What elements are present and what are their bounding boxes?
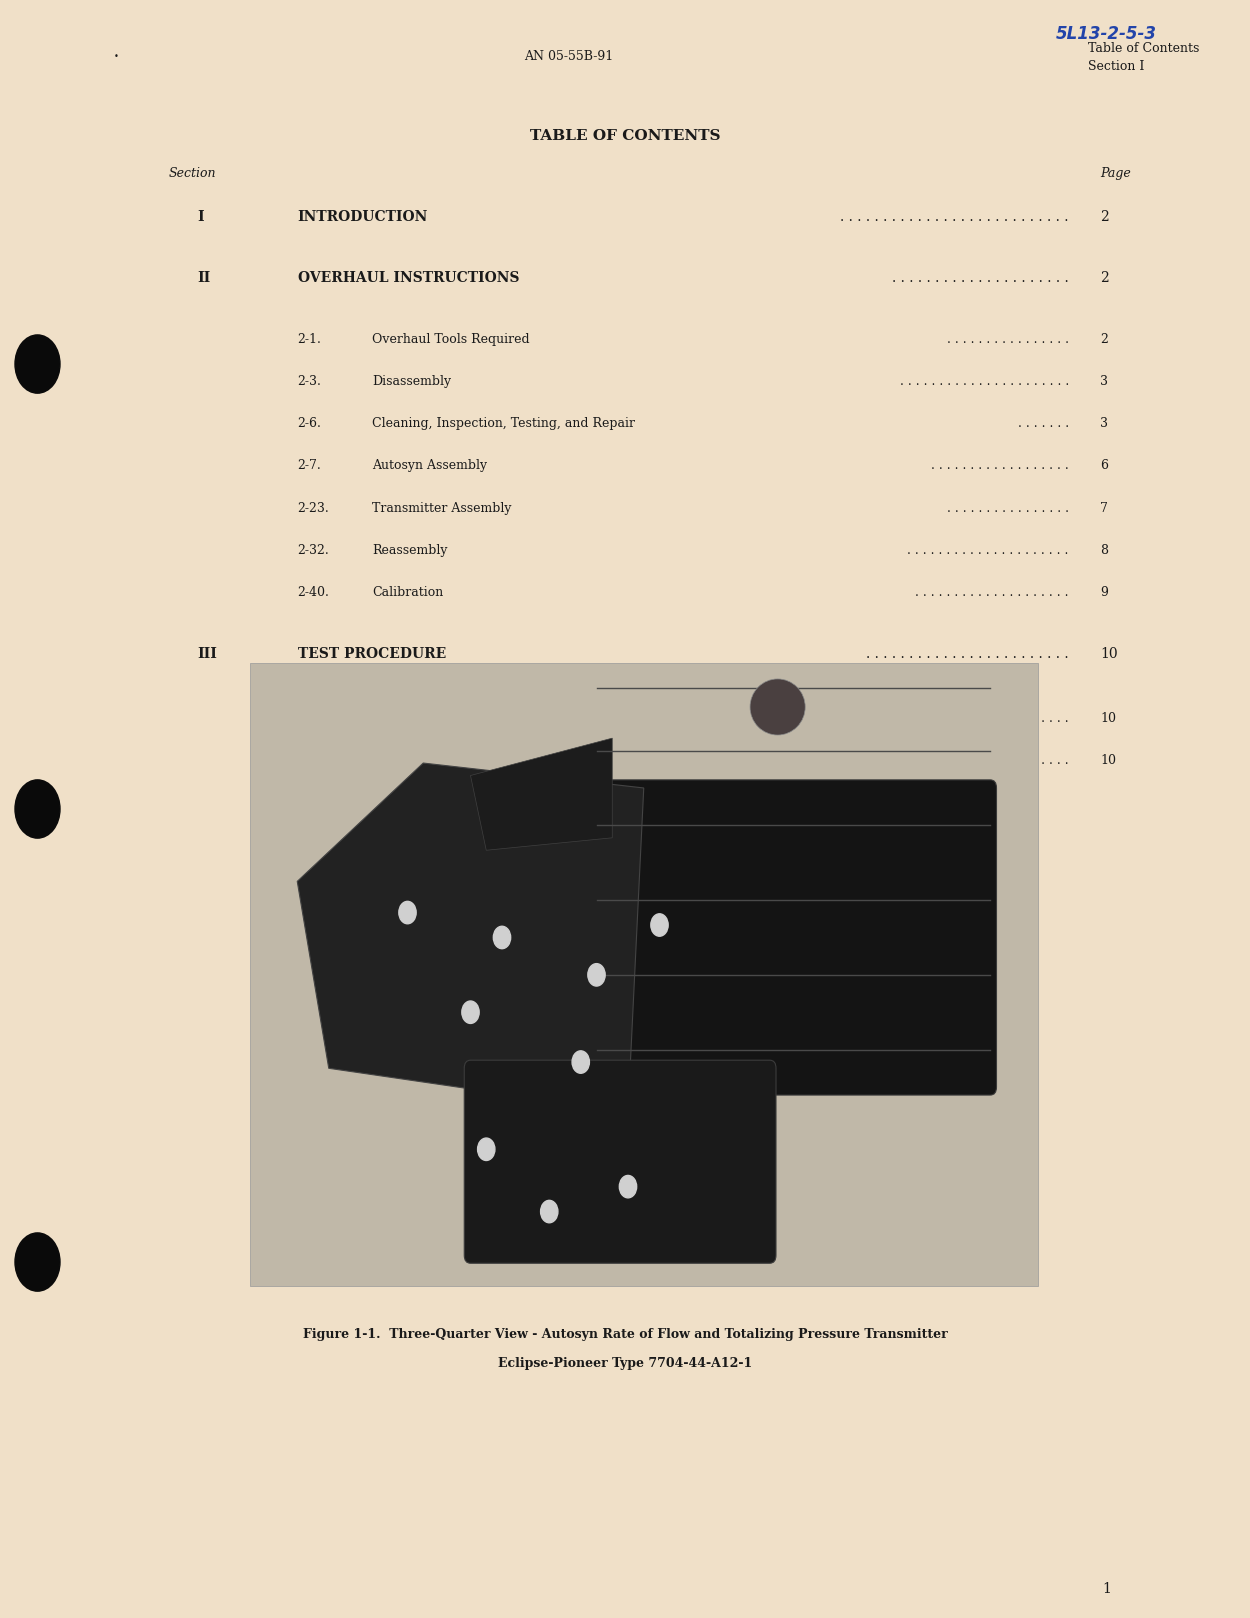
Text: 6: 6 <box>1100 460 1108 472</box>
Text: Calibration: Calibration <box>372 586 444 599</box>
Text: Test Conditions: Test Conditions <box>372 712 471 725</box>
Text: 8: 8 <box>1100 544 1108 557</box>
Text: 2-23.: 2-23. <box>298 502 329 515</box>
Text: Reassembly: Reassembly <box>372 544 448 557</box>
Text: . . . . . . . . . . . . . . . . . . .: . . . . . . . . . . . . . . . . . . . <box>922 712 1069 725</box>
Text: . . . . . . . . . . . . . . . .: . . . . . . . . . . . . . . . . <box>946 502 1069 515</box>
Text: . . . . . . . . . . . . . . . . . . . . . .: . . . . . . . . . . . . . . . . . . . . … <box>900 375 1069 388</box>
Text: 9: 9 <box>1100 586 1108 599</box>
Text: 10: 10 <box>1100 647 1118 660</box>
Text: Transmitter Assembly: Transmitter Assembly <box>372 502 512 515</box>
Text: Page: Page <box>1100 167 1131 180</box>
Text: 3: 3 <box>1100 375 1108 388</box>
Text: 2: 2 <box>1100 272 1109 285</box>
Text: . . . . . . . . . . . . . . . . . . . . . . . . . . .: . . . . . . . . . . . . . . . . . . . . … <box>840 210 1069 223</box>
Text: 2-40.: 2-40. <box>298 586 330 599</box>
Circle shape <box>651 914 669 937</box>
Text: 2-1.: 2-1. <box>298 333 321 346</box>
Text: . . . . . . . . . . . . . . . . . . . . . . . .: . . . . . . . . . . . . . . . . . . . . … <box>866 647 1069 660</box>
Text: 2-3.: 2-3. <box>298 375 321 388</box>
Ellipse shape <box>750 680 805 735</box>
Text: 10: 10 <box>1100 754 1116 767</box>
Text: 2: 2 <box>1100 210 1109 223</box>
Text: Disassembly: Disassembly <box>372 375 451 388</box>
Text: 2-32.: 2-32. <box>298 544 329 557</box>
Text: INTRODUCTION: INTRODUCTION <box>298 210 428 223</box>
Text: Section I: Section I <box>1088 60 1144 73</box>
Circle shape <box>15 780 60 838</box>
Text: OVERHAUL INSTRUCTIONS: OVERHAUL INSTRUCTIONS <box>298 272 519 285</box>
Text: TEST PROCEDURE: TEST PROCEDURE <box>298 647 446 660</box>
Bar <box>250 663 1038 1286</box>
Text: Section: Section <box>169 167 216 180</box>
Circle shape <box>399 901 416 924</box>
Text: Cleaning, Inspection, Testing, and Repair: Cleaning, Inspection, Testing, and Repai… <box>372 417 635 430</box>
Text: . . . . . . . . . . . . . . . . . . . .: . . . . . . . . . . . . . . . . . . . . <box>915 586 1069 599</box>
Text: . . . . . . . . . . . . . . . .: . . . . . . . . . . . . . . . . <box>946 333 1069 346</box>
Text: 3-5.: 3-5. <box>298 754 321 767</box>
Polygon shape <box>470 738 612 851</box>
Text: 5L13-2-5-3: 5L13-2-5-3 <box>1056 24 1158 44</box>
Text: 2-7.: 2-7. <box>298 460 321 472</box>
Circle shape <box>540 1201 558 1223</box>
Text: II: II <box>198 272 211 285</box>
FancyBboxPatch shape <box>464 1060 776 1264</box>
Text: 1: 1 <box>1101 1582 1111 1595</box>
Text: 2-6.: 2-6. <box>298 417 321 430</box>
Text: . . . . . . .: . . . . . . . <box>1017 417 1069 430</box>
Circle shape <box>15 335 60 393</box>
Circle shape <box>619 1175 636 1197</box>
Text: 3: 3 <box>1100 417 1108 430</box>
Text: TABLE OF CONTENTS: TABLE OF CONTENTS <box>530 129 720 142</box>
Text: . . . . . . . . . . . . . . . . . .: . . . . . . . . . . . . . . . . . . <box>931 460 1069 472</box>
Polygon shape <box>298 764 644 1112</box>
Text: 2: 2 <box>1100 333 1108 346</box>
Text: I: I <box>198 210 204 223</box>
Text: AN 05-55B-91: AN 05-55B-91 <box>524 50 614 63</box>
Text: 7: 7 <box>1100 502 1108 515</box>
Text: Table of Contents: Table of Contents <box>1088 42 1199 55</box>
Text: Individual Tests: Individual Tests <box>372 754 472 767</box>
Text: Overhaul Tools Required: Overhaul Tools Required <box>372 333 530 346</box>
Circle shape <box>588 964 605 985</box>
Text: 10: 10 <box>1100 712 1116 725</box>
Circle shape <box>572 1050 590 1073</box>
Text: Figure 1-1.  Three-Quarter View - Autosyn Rate of Flow and Totalizing Pressure T: Figure 1-1. Three-Quarter View - Autosyn… <box>302 1328 948 1341</box>
Text: Eclipse-Pioneer Type 7704-44-A12-1: Eclipse-Pioneer Type 7704-44-A12-1 <box>498 1358 752 1370</box>
Circle shape <box>494 925 511 948</box>
Text: •: • <box>114 52 119 61</box>
Text: . . . . . . . . . . . . . . . . . . .: . . . . . . . . . . . . . . . . . . . <box>922 754 1069 767</box>
Text: Autosyn Assembly: Autosyn Assembly <box>372 460 488 472</box>
Circle shape <box>478 1137 495 1160</box>
FancyBboxPatch shape <box>590 780 996 1095</box>
Text: III: III <box>198 647 217 660</box>
Text: . . . . . . . . . . . . . . . . . . . . .: . . . . . . . . . . . . . . . . . . . . … <box>892 272 1069 285</box>
Text: . . . . . . . . . . . . . . . . . . . . .: . . . . . . . . . . . . . . . . . . . . … <box>908 544 1069 557</box>
Text: 3-1.: 3-1. <box>298 712 321 725</box>
Circle shape <box>15 1233 60 1291</box>
Circle shape <box>461 1002 479 1024</box>
